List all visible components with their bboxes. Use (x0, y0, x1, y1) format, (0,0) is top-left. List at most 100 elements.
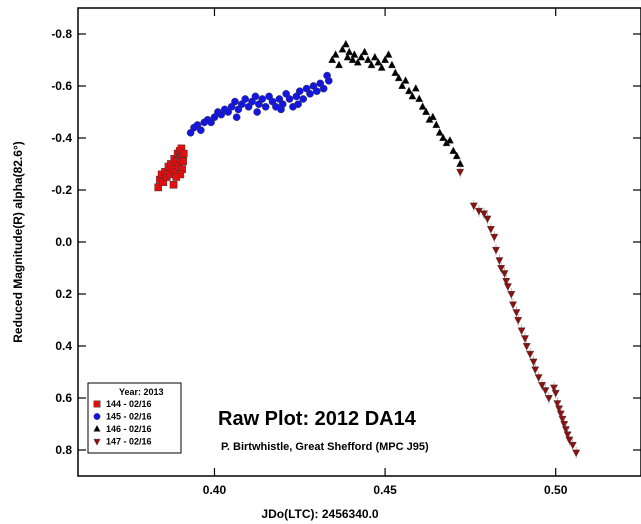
data-marks (154, 39, 581, 459)
chart-title: Raw Plot: 2012 DA14 (218, 408, 417, 430)
y-tick-label: 0.4 (55, 339, 72, 353)
data-point-triangle-down (495, 257, 504, 265)
series-group (456, 165, 581, 459)
y-axis-title: Reduced Magnitude(R) alpha(82.6°) (11, 141, 25, 343)
data-point-triangle-up (439, 133, 448, 141)
data-point-triangle-down (480, 210, 488, 218)
data-point-triangle-up (435, 128, 444, 136)
y-tick-label: 0.8 (55, 443, 72, 457)
data-point-triangle-down (568, 441, 577, 450)
data-point-triangle-up (401, 76, 410, 84)
data-point-triangle-up (394, 73, 403, 82)
data-point-circle (253, 108, 261, 116)
data-point-circle (277, 105, 285, 114)
data-point-circle (258, 95, 267, 103)
data-point-triangle-down (538, 382, 546, 390)
x-axis-title: JDo(LTC): 2456340.0 (261, 507, 378, 521)
data-point-triangle-down (93, 438, 101, 446)
data-point-triangle-down (522, 343, 531, 351)
data-point-triangle-down (544, 395, 553, 403)
data-point-triangle-up (353, 58, 362, 66)
data-point-triangle-down (521, 335, 529, 343)
data-point-triangle-down (492, 246, 500, 255)
data-point-triangle-down (531, 366, 540, 374)
axis-ticks: -0.8 -0.6 -0.4 -0.2 0.0 0.2 0.4 0.6 0.8 0.40 0.45 0… (51, 8, 641, 497)
data-point-triangle-down (529, 358, 538, 367)
x-tick-label: 0.50 (544, 483, 568, 497)
data-point-triangle-up (335, 60, 343, 69)
data-point-triangle-down (483, 215, 492, 224)
legend-entry-label: 144 - 02/16 (106, 399, 152, 409)
data-point-circle (93, 413, 101, 420)
data-point-triangle-down (572, 449, 581, 458)
data-point-triangle-up (370, 52, 379, 61)
data-point-square (172, 173, 181, 181)
data-point-triangle-up (360, 47, 369, 56)
data-point-square (154, 183, 162, 192)
data-point-circle (261, 103, 270, 111)
data-point-triangle-up (343, 52, 352, 61)
data-point-circle (306, 90, 314, 98)
legend-entry-label: 146 - 02/16 (106, 424, 152, 434)
data-point-triangle-up (331, 50, 340, 58)
data-point-triangle-down (526, 350, 535, 359)
data-point-square (179, 157, 187, 166)
data-point-triangle-up (398, 81, 407, 89)
data-point-triangle-up (384, 50, 393, 58)
data-point-triangle-up (338, 45, 347, 53)
data-point-square (169, 180, 178, 189)
data-point-triangle-down (456, 168, 465, 177)
y-tick-label: 0.2 (55, 287, 72, 301)
legend-entry-label: 147 - 02/16 (106, 437, 152, 447)
data-point-triangle-up (452, 151, 461, 160)
series-group (154, 144, 188, 192)
data-point-triangle-up (408, 91, 417, 100)
y-tick-label: -0.8 (51, 27, 72, 41)
data-point-circle (285, 95, 294, 103)
data-point-triangle-up (405, 86, 413, 95)
data-point-triangle-up (449, 146, 458, 154)
data-point-square (179, 149, 188, 158)
data-point-circle (295, 87, 304, 95)
data-point-triangle-down (507, 291, 516, 299)
data-point-triangle-down (514, 317, 523, 325)
data-point-circle (319, 84, 328, 93)
data-point-triangle-up (328, 55, 337, 63)
series-group (186, 71, 333, 137)
data-point-triangle-down (497, 265, 506, 273)
y-tick-label: 0.0 (55, 235, 72, 249)
legend-items: 144 - 02/16 145 - 02/16 146 - 02/16 147 - 0… (93, 399, 152, 447)
data-point-triangle-down (534, 374, 543, 382)
data-point-triangle-up (350, 50, 359, 58)
y-tick-label: -0.6 (51, 79, 72, 93)
y-tick-label: -0.2 (51, 183, 72, 197)
data-point-triangle-down (503, 283, 512, 291)
data-point-triangle-down (490, 233, 499, 242)
data-point-triangle-up (381, 55, 390, 63)
data-point-triangle-up (367, 60, 376, 69)
data-point-triangle-down (565, 436, 574, 445)
data-point-circle (299, 95, 308, 103)
data-point-triangle-up (341, 39, 350, 48)
data-point-triangle-up (364, 55, 372, 63)
data-point-triangle-up (418, 102, 427, 110)
data-point-circle (313, 87, 321, 95)
x-tick-label: 0.40 (203, 483, 227, 497)
data-point-triangle-up (374, 58, 383, 66)
data-point-triangle-down (541, 387, 550, 395)
legend-box (87, 382, 182, 454)
legend: Year: 2013 144 - 02/16 145 - 02/16 146 - 0… (87, 382, 182, 454)
data-point-triangle-up (348, 55, 357, 63)
y-tick-label: 0.6 (55, 391, 72, 405)
data-point-triangle-up (411, 84, 420, 92)
data-point-triangle-down (469, 202, 478, 211)
data-point-circle (324, 77, 333, 85)
data-point-circle (251, 92, 260, 101)
data-point-triangle-up (93, 424, 101, 432)
data-point-circle (197, 126, 205, 134)
y-tick-label: -0.4 (51, 131, 72, 145)
data-point-square (93, 400, 101, 408)
chart-subtitle: P. Birtwhistle, Great Shefford (MPC J95) (221, 441, 429, 453)
data-point-triangle-up (345, 47, 354, 56)
data-point-triangle-up (415, 94, 424, 102)
